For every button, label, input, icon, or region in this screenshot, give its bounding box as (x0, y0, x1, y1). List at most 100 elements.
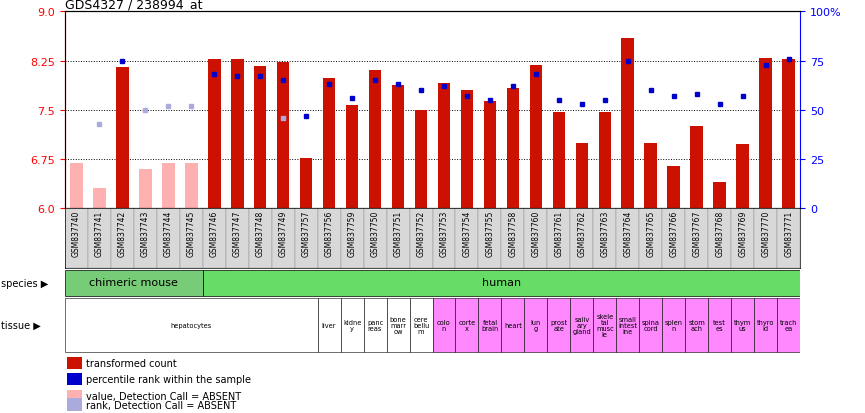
Bar (116, 68, 129, 209)
Bar (685, 209, 708, 268)
Bar (616, 209, 639, 268)
Text: stom
ach: stom ach (689, 319, 705, 331)
Text: panc
reas: panc reas (367, 319, 383, 331)
Text: chimeric mouse: chimeric mouse (89, 278, 178, 287)
Text: GSM837763: GSM837763 (600, 210, 609, 256)
Text: percentile rank within the sample: percentile rank within the sample (86, 375, 252, 385)
Bar (65, 270, 202, 296)
Text: small
intest
ine: small intest ine (618, 316, 638, 334)
Bar (67, 390, 81, 402)
Bar (777, 209, 800, 268)
Text: value, Detection Call = ABSENT: value, Detection Call = ABSENT (86, 391, 241, 401)
Bar (202, 209, 226, 268)
Bar (208, 60, 221, 209)
Bar (134, 209, 157, 268)
Text: GDS4327 / 238994_at: GDS4327 / 238994_at (65, 0, 202, 11)
Text: GSM837753: GSM837753 (439, 210, 448, 256)
Bar (368, 71, 381, 209)
Bar (478, 299, 502, 352)
Bar (70, 164, 83, 209)
Bar (593, 299, 616, 352)
Bar (317, 209, 341, 268)
Bar (507, 89, 519, 209)
Text: spina
cord: spina cord (642, 319, 660, 331)
Bar (226, 209, 249, 268)
Bar (363, 299, 387, 352)
Bar (67, 357, 81, 369)
Bar (249, 209, 272, 268)
Bar (272, 209, 295, 268)
Text: rank, Detection Call = ABSENT: rank, Detection Call = ABSENT (86, 400, 237, 410)
Bar (575, 143, 588, 209)
Bar (67, 373, 81, 385)
Text: GSM837740: GSM837740 (72, 210, 80, 256)
Bar (754, 209, 777, 268)
Text: thym
us: thym us (734, 319, 752, 331)
Bar (65, 209, 88, 268)
Text: corte
x: corte x (458, 319, 476, 331)
Text: GSM837759: GSM837759 (348, 210, 356, 256)
Bar (502, 299, 524, 352)
Bar (162, 164, 175, 209)
Bar (67, 398, 81, 411)
Bar (231, 60, 244, 209)
Bar (621, 38, 634, 209)
Text: GSM837769: GSM837769 (738, 210, 747, 256)
Bar (570, 299, 593, 352)
Text: skele
tal
musc
le: skele tal musc le (596, 313, 613, 337)
Bar (639, 299, 663, 352)
Text: GSM837743: GSM837743 (141, 210, 150, 256)
Text: GSM837757: GSM837757 (302, 210, 311, 256)
Bar (616, 299, 639, 352)
Text: GSM837751: GSM837751 (394, 210, 402, 256)
Bar (432, 299, 456, 352)
Bar (409, 299, 432, 352)
Text: GSM837742: GSM837742 (118, 210, 127, 256)
Text: kidne
y: kidne y (343, 319, 362, 331)
Text: transformed count: transformed count (86, 358, 177, 368)
Bar (88, 209, 111, 268)
Bar (484, 101, 497, 209)
Bar (570, 209, 593, 268)
Bar (524, 209, 548, 268)
Text: GSM837750: GSM837750 (370, 210, 380, 256)
Text: GSM837764: GSM837764 (624, 210, 632, 256)
Bar (323, 79, 336, 209)
Bar (341, 209, 363, 268)
Text: GSM837761: GSM837761 (554, 210, 563, 256)
Text: GSM837746: GSM837746 (209, 210, 219, 256)
Text: fetal
brain: fetal brain (481, 319, 498, 331)
Bar (461, 91, 473, 209)
Bar (341, 299, 363, 352)
Bar (553, 112, 565, 209)
Bar (65, 299, 317, 352)
Bar (438, 84, 451, 209)
Bar (731, 299, 754, 352)
Bar (300, 158, 312, 209)
Text: species ▶: species ▶ (1, 278, 48, 288)
Bar (456, 209, 478, 268)
Text: GSM837771: GSM837771 (785, 210, 793, 256)
Bar (502, 209, 524, 268)
Bar (414, 111, 427, 209)
Bar (529, 65, 542, 209)
Bar (690, 127, 703, 209)
Text: GSM837744: GSM837744 (163, 210, 173, 256)
Bar (111, 209, 134, 268)
Bar (185, 164, 197, 209)
Text: GSM837745: GSM837745 (187, 210, 195, 256)
Bar (93, 188, 106, 209)
Text: saliv
ary
gland: saliv ary gland (573, 316, 591, 334)
Bar (708, 299, 731, 352)
Bar (432, 209, 456, 268)
Bar (759, 59, 772, 209)
Bar (754, 299, 777, 352)
Bar (548, 299, 570, 352)
Bar (392, 86, 404, 209)
Bar (363, 209, 387, 268)
Text: GSM837760: GSM837760 (531, 210, 541, 256)
Bar (202, 270, 800, 296)
Text: GSM837770: GSM837770 (761, 210, 770, 256)
Bar (180, 209, 202, 268)
Text: GSM837749: GSM837749 (279, 210, 288, 256)
